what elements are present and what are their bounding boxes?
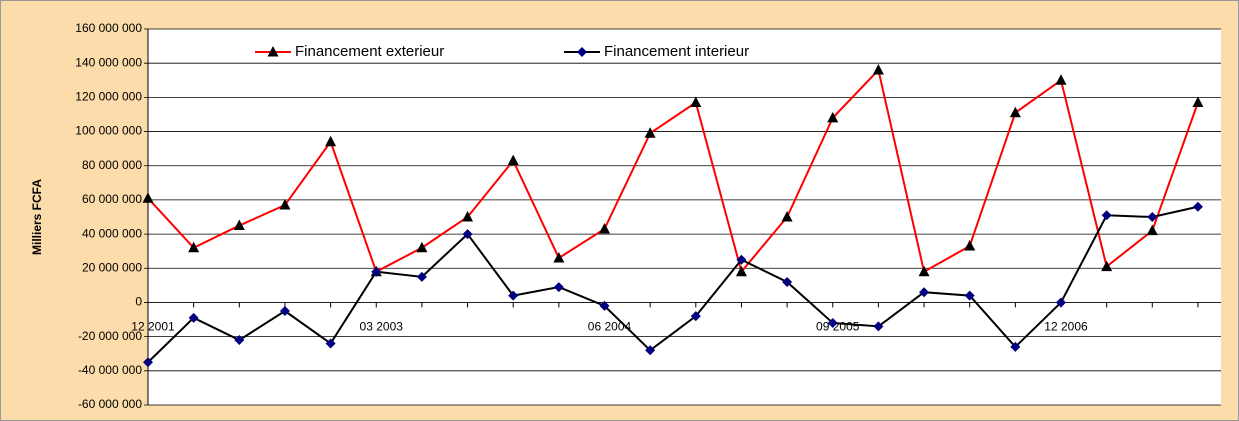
point bbox=[644, 127, 656, 138]
point bbox=[1010, 341, 1021, 352]
point bbox=[1147, 212, 1158, 222]
y-tick-label: -20 000 000 bbox=[78, 329, 142, 343]
point bbox=[1055, 74, 1067, 85]
point bbox=[1101, 260, 1113, 272]
point bbox=[325, 135, 337, 147]
point bbox=[736, 254, 747, 265]
legend-symbol bbox=[267, 46, 279, 57]
legend-label: Financement interieur bbox=[604, 43, 749, 60]
y-tick-label: 0 bbox=[135, 295, 142, 309]
point bbox=[964, 240, 976, 251]
legend-symbol bbox=[577, 47, 587, 57]
y-tick-label: 160 000 000 bbox=[75, 21, 142, 35]
point bbox=[964, 290, 975, 301]
point bbox=[1192, 96, 1204, 107]
point bbox=[782, 276, 793, 287]
point bbox=[1146, 224, 1158, 236]
point bbox=[142, 192, 154, 203]
x-tick-label: 12 2001 bbox=[131, 320, 175, 334]
point bbox=[188, 312, 199, 323]
point bbox=[599, 300, 610, 311]
point bbox=[233, 219, 245, 231]
point bbox=[1009, 106, 1021, 118]
point bbox=[873, 321, 884, 332]
point bbox=[690, 96, 702, 107]
point bbox=[827, 111, 839, 123]
y-tick-label: 140 000 000 bbox=[75, 55, 142, 69]
plot-area bbox=[148, 29, 1221, 405]
point bbox=[508, 290, 519, 301]
point bbox=[234, 335, 245, 346]
point bbox=[918, 265, 930, 277]
y-axis-label: Milliers FCFA bbox=[30, 179, 44, 255]
point bbox=[279, 306, 290, 316]
point bbox=[416, 271, 427, 282]
y-tick-label: 120 000 000 bbox=[75, 90, 142, 104]
point bbox=[188, 241, 200, 253]
y-tick-label: 100 000 000 bbox=[75, 124, 142, 138]
point bbox=[872, 64, 884, 75]
point bbox=[827, 317, 838, 328]
y-tick-label: 60 000 000 bbox=[82, 192, 142, 206]
x-tick-label: 09 2005 bbox=[816, 320, 860, 334]
point bbox=[1056, 297, 1066, 308]
y-tick-label: 80 000 000 bbox=[82, 158, 142, 172]
point bbox=[371, 266, 382, 277]
legend-marker bbox=[577, 47, 587, 57]
x-tick-label: 12 2006 bbox=[1044, 320, 1088, 334]
point bbox=[1101, 210, 1112, 221]
point bbox=[325, 338, 336, 349]
point bbox=[735, 265, 747, 277]
y-tick-label: -40 000 000 bbox=[78, 363, 142, 377]
legend-marker bbox=[267, 46, 279, 57]
y-tick-label: -60 000 000 bbox=[78, 397, 142, 411]
x-tick-label: 06 2004 bbox=[588, 320, 632, 334]
point bbox=[507, 154, 519, 166]
point bbox=[690, 311, 701, 322]
point bbox=[279, 199, 291, 210]
x-tick-label: 03 2003 bbox=[360, 320, 404, 334]
series-line bbox=[147, 67, 1199, 274]
point bbox=[781, 211, 793, 222]
legend-label: Financement exterieur bbox=[295, 43, 444, 60]
point bbox=[416, 241, 428, 253]
series-line bbox=[147, 205, 1199, 363]
point bbox=[553, 252, 565, 263]
point bbox=[919, 287, 930, 298]
point bbox=[553, 282, 564, 293]
y-tick-label: 40 000 000 bbox=[82, 226, 142, 240]
y-tick-label: 20 000 000 bbox=[82, 260, 142, 274]
point bbox=[462, 211, 474, 222]
point bbox=[143, 357, 153, 368]
point bbox=[645, 345, 656, 356]
point bbox=[462, 229, 473, 240]
point bbox=[1192, 201, 1203, 212]
point bbox=[599, 222, 610, 234]
